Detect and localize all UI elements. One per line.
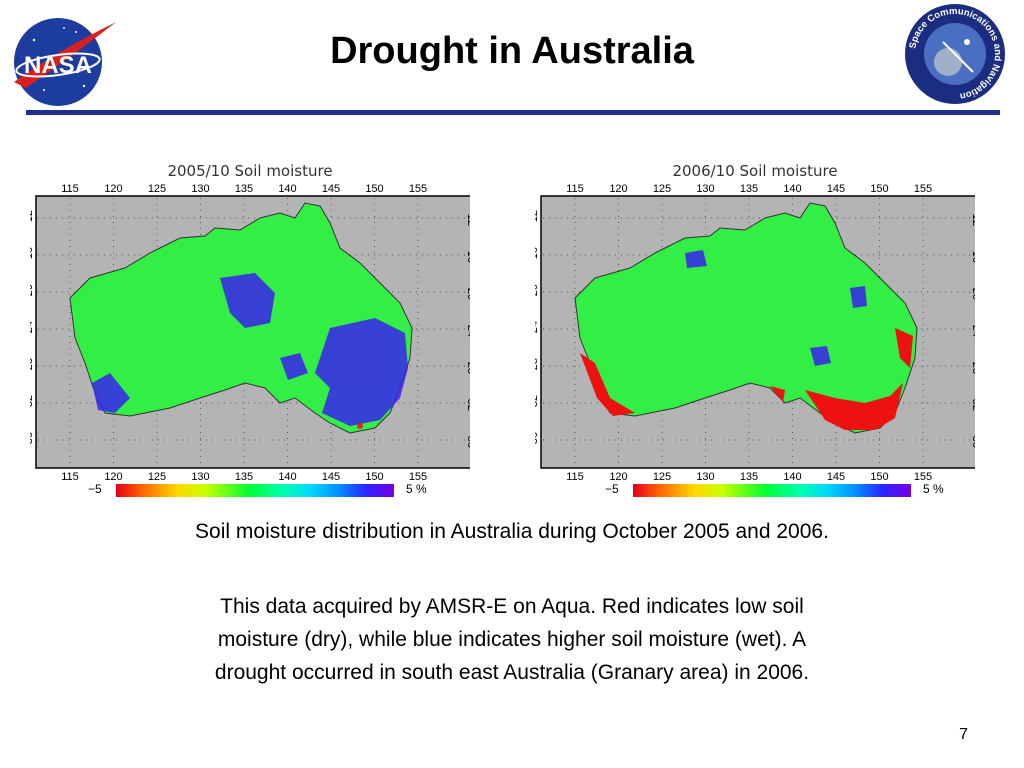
lat-tick-label: -12 [535, 210, 540, 226]
lon-tick-label: 150 [870, 471, 888, 483]
lat-tick-label: -28 [30, 358, 35, 374]
lon-tick-label: 120 [609, 183, 627, 195]
lat-tick-label: -16 [535, 247, 540, 263]
lon-tick-label: 115 [566, 471, 584, 483]
wet-patches [92, 273, 408, 426]
lat-tick-label: -24 [970, 321, 975, 337]
lat-tick-label: -12 [970, 210, 975, 226]
colorbar-min-label: −5 [605, 482, 619, 496]
colorbar-min-label: −5 [88, 482, 102, 496]
lon-ticks-top: 115 120 125 130 135 140 145 150 155 [61, 183, 427, 195]
lon-tick-label: 125 [148, 183, 166, 195]
lat-tick-label: -28 [465, 358, 470, 374]
lat-tick-label: -20 [970, 284, 975, 300]
lon-tick-label: 120 [104, 471, 122, 483]
lon-tick-label: 145 [322, 471, 340, 483]
lat-tick-label: -20 [535, 284, 540, 300]
caption-line: This data acquired by AMSR-E on Aqua. Re… [220, 595, 804, 618]
lon-tick-label: 135 [235, 183, 253, 195]
lat-tick-label: -20 [30, 284, 35, 300]
lon-tick-label: 145 [322, 183, 340, 195]
lat-tick-label: -24 [30, 321, 35, 337]
lat-tick-label: -16 [465, 247, 470, 263]
lon-tick-label: 150 [365, 183, 383, 195]
australia-landmass [574, 202, 918, 434]
lat-ticks-right: -12 -16 -20 -24 -28 -32 -36 [465, 210, 470, 448]
lon-tick-label: 130 [696, 471, 714, 483]
lon-ticks-bottom: 115 120 125 130 135 140 145 150 155 [61, 471, 427, 483]
caption-details: This data acquired by AMSR-E on Aqua. Re… [0, 590, 1024, 689]
lon-tick-label: 140 [783, 183, 801, 195]
title-divider [26, 110, 1000, 115]
colorbar-max-label: 5 % [406, 482, 427, 496]
lat-tick-label: -12 [465, 210, 470, 226]
map-title: 2005/10 Soil moisture [167, 162, 333, 180]
lat-tick-label: -36 [30, 432, 35, 448]
lat-tick-label: -32 [970, 395, 975, 411]
nasa-logo-text: NASA [24, 52, 92, 79]
caption-line: moisture (dry), while blue indicates hig… [217, 628, 807, 651]
lon-tick-label: 130 [191, 471, 209, 483]
lon-tick-label: 135 [235, 471, 253, 483]
caption-summary: Soil moisture distribution in Australia … [195, 520, 829, 543]
lon-tick-label: 145 [827, 471, 845, 483]
soil-moisture-map-2005: 2005/10 Soil moisture 115 120 125 130 135 140… [30, 158, 470, 503]
lat-tick-label: -36 [535, 432, 540, 448]
lon-tick-label: 130 [696, 183, 714, 195]
lon-tick-label: 155 [914, 183, 932, 195]
lon-tick-label: 155 [409, 183, 427, 195]
lon-tick-label: 115 [566, 183, 584, 195]
lat-ticks-left: -12 -16 -20 -24 -28 -32 -36 [535, 210, 540, 448]
lat-tick-label: -28 [970, 358, 975, 374]
dry-patches [580, 328, 913, 430]
lon-tick-label: 155 [409, 471, 427, 483]
lon-tick-label: 115 [61, 471, 79, 483]
lat-tick-label: -16 [970, 247, 975, 263]
lon-tick-label: 140 [783, 471, 801, 483]
lon-tick-label: 135 [740, 471, 758, 483]
lat-tick-label: -32 [535, 395, 540, 411]
nasa-logo: NASA [4, 10, 122, 110]
lat-tick-label: -24 [535, 321, 540, 337]
lat-tick-label: -24 [465, 321, 470, 337]
scan-logo: Space Communications and Navigation [903, 2, 1007, 106]
lat-tick-label: -12 [30, 210, 35, 226]
page-number: 7 [959, 726, 968, 743]
lat-tick-label: -36 [465, 432, 470, 448]
map-title: 2006/10 Soil moisture [672, 162, 838, 180]
slide-title: Drought in Australia [330, 30, 694, 72]
lon-tick-label: 125 [653, 183, 671, 195]
lat-tick-label: -20 [465, 284, 470, 300]
lat-tick-label: -36 [970, 432, 975, 448]
lon-ticks-top: 115 120 125 130 135 140 145 150 155 [566, 183, 932, 195]
soil-moisture-map-2006: 2006/10 Soil moisture 115 120 125 130 135 140… [535, 158, 975, 503]
lon-tick-label: 140 [278, 471, 296, 483]
lat-tick-label: -32 [30, 395, 35, 411]
lon-ticks-bottom: 115 120 125 130 135 140 145 150 155 [566, 471, 932, 483]
lon-tick-label: 145 [827, 183, 845, 195]
lon-tick-label: 135 [740, 183, 758, 195]
lat-ticks-right: -12 -16 -20 -24 -28 -32 -36 [970, 210, 975, 448]
colorbar-max-label: 5 % [923, 482, 944, 496]
lat-tick-label: -32 [465, 395, 470, 411]
colorbar [633, 484, 911, 497]
lon-tick-label: 150 [870, 183, 888, 195]
lon-tick-label: 120 [609, 471, 627, 483]
dry-patches [357, 423, 363, 429]
wet-patches [685, 250, 867, 366]
lon-tick-label: 155 [914, 471, 932, 483]
lon-tick-label: 120 [104, 183, 122, 195]
lon-tick-label: 130 [191, 183, 209, 195]
lon-tick-label: 125 [653, 471, 671, 483]
lon-tick-label: 125 [148, 471, 166, 483]
lat-ticks-left: -12 -16 -20 -24 -28 -32 -36 [30, 210, 35, 448]
caption-line: drought occurred in south east Australia… [214, 661, 810, 684]
lon-tick-label: 140 [278, 183, 296, 195]
lat-tick-label: -16 [30, 247, 35, 263]
colorbar [116, 484, 394, 497]
lat-tick-label: -28 [535, 358, 540, 374]
lon-tick-label: 150 [365, 471, 383, 483]
lon-tick-label: 115 [61, 183, 79, 195]
